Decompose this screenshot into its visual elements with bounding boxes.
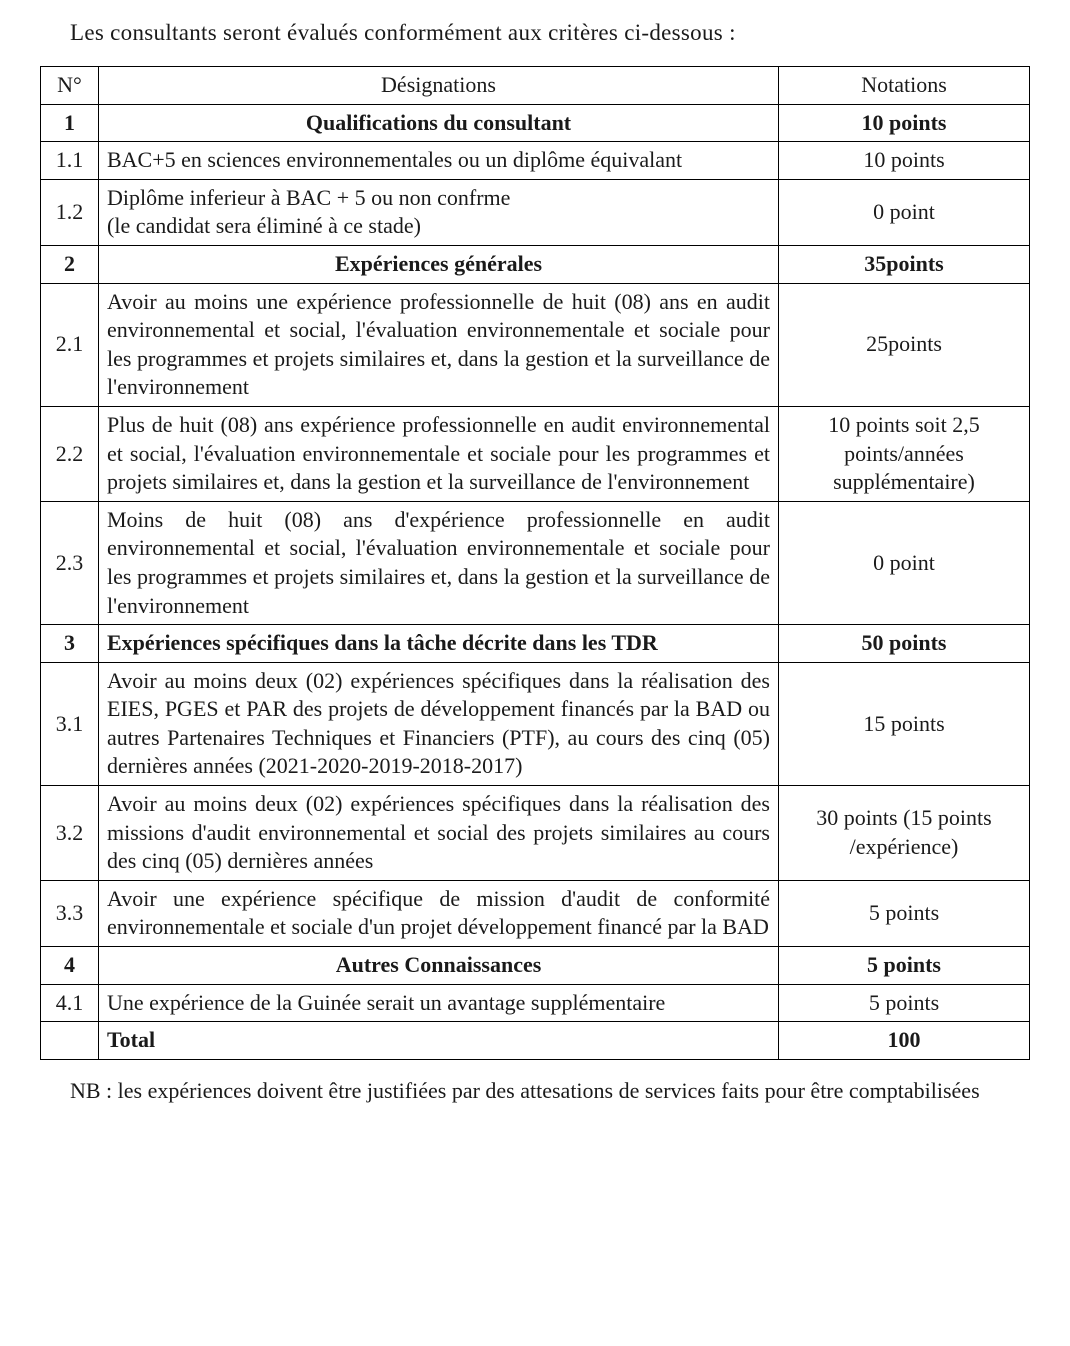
cell-number: 4: [41, 947, 99, 985]
cell-notation: 5 points: [779, 984, 1030, 1022]
cell-notation: 100: [779, 1022, 1030, 1060]
cell-notation: 25points: [779, 283, 1030, 406]
cell-number: 3.1: [41, 662, 99, 785]
cell-designation: Plus de huit (08) ans expérience profess…: [99, 406, 779, 501]
cell-number: 1.1: [41, 142, 99, 180]
cell-number: 3.3: [41, 880, 99, 946]
cell-designation: Expériences générales: [99, 245, 779, 283]
cell-notation: 10 points soit 2,5 points/années supplém…: [779, 406, 1030, 501]
cell-notation: 50 points: [779, 625, 1030, 663]
cell-number: 1.2: [41, 179, 99, 245]
table-header-row: N° Désignations Notations: [41, 67, 1030, 105]
table-row: 4Autres Connaissances5 points: [41, 947, 1030, 985]
table-row: Total100: [41, 1022, 1030, 1060]
table-row: 3Expériences spécifiques dans la tâche d…: [41, 625, 1030, 663]
cell-designation: Expériences spécifiques dans la tâche dé…: [99, 625, 779, 663]
cell-number: 3: [41, 625, 99, 663]
cell-number: 1: [41, 104, 99, 142]
cell-number: 2.3: [41, 501, 99, 624]
table-row: 3.3Avoir une expérience spécifique de mi…: [41, 880, 1030, 946]
table-row: 2.2Plus de huit (08) ans expérience prof…: [41, 406, 1030, 501]
document-page: Les consultants seront évalués conformém…: [0, 0, 1070, 1149]
cell-notation: 10 points: [779, 104, 1030, 142]
table-row: 1.1BAC+5 en sciences environnementales o…: [41, 142, 1030, 180]
header-notation: Notations: [779, 67, 1030, 105]
cell-notation: 30 points (15 points /expérience): [779, 786, 1030, 881]
cell-designation: BAC+5 en sciences environnementales ou u…: [99, 142, 779, 180]
intro-text: Les consultants seront évalués conformém…: [70, 20, 1030, 46]
cell-number: 2.1: [41, 283, 99, 406]
cell-number: 2: [41, 245, 99, 283]
table-row: 4.1Une expérience de la Guinée serait un…: [41, 984, 1030, 1022]
cell-designation: Avoir au moins une expérience profession…: [99, 283, 779, 406]
table-row: 1.2Diplôme inferieur à BAC + 5 ou non co…: [41, 179, 1030, 245]
cell-notation: 5 points: [779, 947, 1030, 985]
cell-notation: 0 point: [779, 179, 1030, 245]
table-row: 2.1Avoir au moins une expérience profess…: [41, 283, 1030, 406]
cell-designation: Moins de huit (08) ans d'expérience prof…: [99, 501, 779, 624]
cell-notation: 5 points: [779, 880, 1030, 946]
table-body: 1Qualifications du consultant10 points1.…: [41, 104, 1030, 1059]
cell-designation: Avoir une expérience spécifique de missi…: [99, 880, 779, 946]
cell-notation: 0 point: [779, 501, 1030, 624]
table-row: 2.3Moins de huit (08) ans d'expérience p…: [41, 501, 1030, 624]
cell-designation: Avoir au moins deux (02) expériences spé…: [99, 786, 779, 881]
cell-notation: 10 points: [779, 142, 1030, 180]
cell-number: 3.2: [41, 786, 99, 881]
cell-designation: Avoir au moins deux (02) expériences spé…: [99, 662, 779, 785]
cell-designation: Diplôme inferieur à BAC + 5 ou non confr…: [99, 179, 779, 245]
table-row: 3.1Avoir au moins deux (02) expériences …: [41, 662, 1030, 785]
cell-designation: Autres Connaissances: [99, 947, 779, 985]
cell-number: [41, 1022, 99, 1060]
header-number: N°: [41, 67, 99, 105]
cell-designation: Une expérience de la Guinée serait un av…: [99, 984, 779, 1022]
table-row: 3.2Avoir au moins deux (02) expériences …: [41, 786, 1030, 881]
header-designation: Désignations: [99, 67, 779, 105]
cell-designation: Qualifications du consultant: [99, 104, 779, 142]
cell-designation: Total: [99, 1022, 779, 1060]
cell-number: 4.1: [41, 984, 99, 1022]
table-row: 1Qualifications du consultant10 points: [41, 104, 1030, 142]
cell-notation: 15 points: [779, 662, 1030, 785]
table-row: 2Expériences générales35points: [41, 245, 1030, 283]
footnote-text: NB : les expériences doivent être justif…: [70, 1072, 1030, 1109]
cell-number: 2.2: [41, 406, 99, 501]
criteria-table: N° Désignations Notations 1Qualification…: [40, 66, 1030, 1060]
cell-notation: 35points: [779, 245, 1030, 283]
